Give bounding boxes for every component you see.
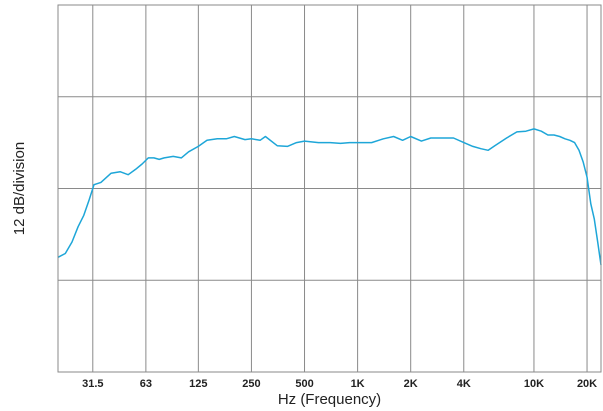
x-axis-title: Hz (Frequency) [278,391,381,408]
series-layer [57,128,602,266]
x-tick-label: 1K [351,378,365,390]
x-tick-label: 125 [189,378,207,390]
x-tick-label: 20K [577,378,597,390]
x-tick-label: 500 [295,378,313,390]
x-tick-label: 2K [404,378,418,390]
x-tick-label: 10K [524,378,544,390]
y-axis-title: 12 dB/division [11,142,28,235]
x-tick-label: 63 [140,378,152,390]
x-tick-labels: 31.5 63 125 250 500 1K 2K 4K 10K 20K [82,378,597,390]
response-curve [57,128,602,266]
grid [58,5,601,372]
plot-frame [57,4,602,373]
x-tick-label: 250 [242,378,260,390]
x-tick-label: 31.5 [82,378,103,390]
x-tick-label: 4K [457,378,471,390]
